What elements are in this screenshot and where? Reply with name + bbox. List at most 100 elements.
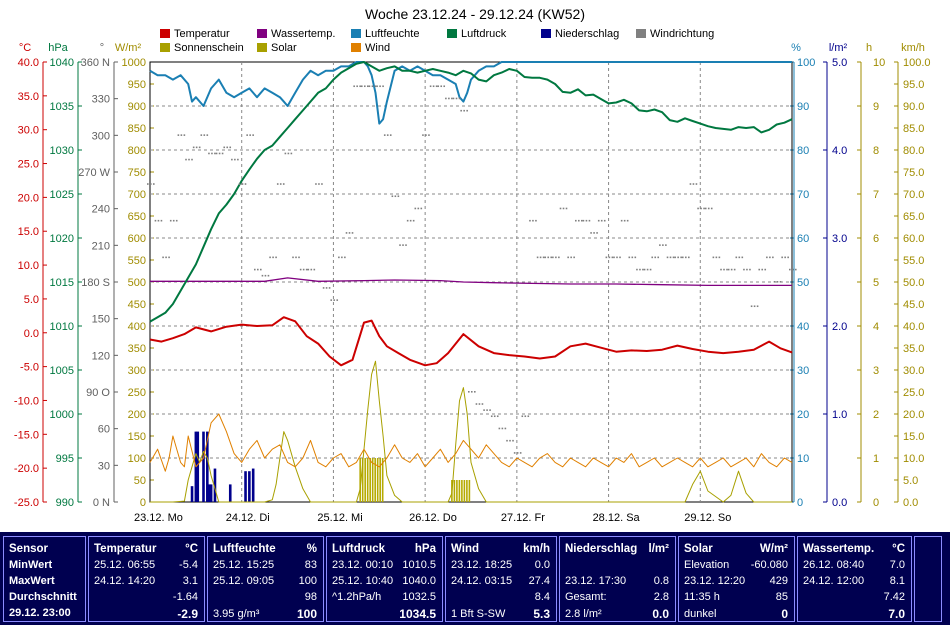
axis-tick-label-pressure: 1010 bbox=[50, 321, 74, 333]
water-temperature-title: Wassertemp. bbox=[803, 543, 875, 555]
axis-tick-label-wind: 70.0 bbox=[903, 189, 924, 201]
solar-state: dunkel bbox=[684, 608, 717, 620]
axis-tick-label-rain: 4.0 bbox=[832, 145, 847, 157]
humidity-title: Luftfeuchte bbox=[213, 543, 276, 555]
wind-direction-point bbox=[575, 219, 577, 222]
wind-direction-point bbox=[654, 256, 657, 259]
wind-direction-point bbox=[435, 85, 438, 88]
rain-bar bbox=[248, 471, 251, 502]
solar-max-time: 23.12. 12:20 bbox=[684, 575, 746, 587]
axis-tick-label-pressure: 1015 bbox=[50, 277, 74, 289]
wind-direction-point bbox=[218, 152, 221, 155]
wind-direction-point bbox=[229, 146, 232, 149]
wind-direction-point bbox=[565, 207, 568, 210]
wind-direction-point bbox=[292, 256, 294, 259]
wind-direction-point bbox=[310, 268, 313, 271]
axis-tick-label-wind: 35.0 bbox=[903, 343, 924, 355]
wind-direction-point bbox=[302, 268, 305, 271]
rain-bar bbox=[209, 484, 213, 502]
axis-tick-label-solar: 800 bbox=[128, 145, 146, 157]
axis-tick-label-rain: 5.0 bbox=[832, 57, 847, 69]
wind-direction-point bbox=[535, 219, 537, 222]
legend-label: Wind bbox=[365, 42, 390, 54]
axis-tick-label-pressure: 1020 bbox=[50, 233, 74, 245]
wind-direction-point bbox=[313, 268, 316, 271]
wind-direction-point bbox=[206, 134, 209, 136]
wind-direction-point bbox=[150, 183, 152, 185]
wind-direction-point bbox=[573, 256, 575, 259]
chart-grid bbox=[149, 61, 793, 503]
axis-tick-label-solar: 750 bbox=[128, 167, 146, 179]
water-temperature-min: 7.0 bbox=[889, 559, 905, 571]
axis-tick-label-hours: 6 bbox=[873, 233, 879, 245]
wind-direction-point bbox=[766, 256, 768, 259]
axis-tick-label-temp: 5.0 bbox=[24, 294, 39, 306]
wind-direction-point bbox=[211, 152, 213, 155]
wind-direction-point bbox=[328, 287, 331, 289]
rain-bar bbox=[244, 471, 247, 502]
wind-direction-point bbox=[322, 287, 325, 289]
pressure-min: 1010.5 bbox=[402, 559, 436, 571]
rain-bar bbox=[196, 431, 200, 502]
axis-tick-label-hours: 2 bbox=[873, 409, 879, 421]
axis-tick-label-humidity: 90 bbox=[797, 101, 809, 113]
axis-tick-label-direction: 300 bbox=[92, 130, 110, 142]
water-temperature-unit: °C bbox=[892, 543, 905, 555]
wind-direction-point bbox=[611, 256, 614, 259]
axis-tick-label-temp: 10.0 bbox=[18, 260, 39, 272]
water-temperature-max: 8.1 bbox=[889, 575, 905, 587]
wind-direction-point bbox=[623, 219, 626, 222]
axis-tick-label-solar: 1000 bbox=[122, 57, 146, 69]
wind-direction-point bbox=[781, 256, 783, 259]
axis-tick-label-wind: 15.0 bbox=[903, 431, 924, 443]
wind-direction-point bbox=[547, 256, 550, 259]
wind-direction-point bbox=[402, 244, 404, 246]
wind-direction-point bbox=[188, 158, 190, 161]
axis-tick-label-wind: 50.0 bbox=[903, 277, 924, 289]
legend-label: Solar bbox=[271, 42, 297, 54]
wind-direction-point bbox=[552, 256, 554, 259]
axis-tick-label-wind: 80.0 bbox=[903, 145, 924, 157]
axis-tick-label-solar: 150 bbox=[128, 431, 146, 443]
wind-direction-point bbox=[669, 256, 672, 259]
wind-direction-point bbox=[282, 183, 285, 185]
wind-direction-point bbox=[513, 452, 516, 454]
wind-direction-point bbox=[776, 281, 779, 283]
wind-direction-point bbox=[550, 256, 553, 259]
axis-tick-label-rain: 0.0 bbox=[832, 497, 847, 509]
wind-direction-point bbox=[501, 427, 504, 430]
rain-bar bbox=[190, 486, 194, 502]
axis-tick-label-hours: 0 bbox=[873, 497, 879, 509]
axis-tick-label-wind: 65.0 bbox=[903, 211, 924, 223]
axis-tick-label-solar: 700 bbox=[128, 189, 146, 201]
precipitation-title: Niederschlag bbox=[565, 543, 638, 555]
chart-legend: Temperatur Wassertemp. Luftfeuchte Luftdruc… bbox=[160, 28, 714, 54]
temperature-current: -2.9 bbox=[177, 607, 198, 621]
wind-direction-point bbox=[471, 391, 473, 393]
wind-direction-point bbox=[241, 183, 244, 185]
pressure-title: Luftdruck bbox=[332, 543, 386, 555]
axis-tick-label-solar: 550 bbox=[128, 255, 146, 267]
wind-beaufort: 1 Bft S-SW bbox=[451, 608, 506, 620]
wind-direction-point bbox=[203, 134, 206, 136]
solar-current: 0 bbox=[781, 607, 788, 621]
axis-tick-label-direction: 180 S bbox=[81, 277, 110, 289]
wind-direction-point bbox=[452, 97, 455, 100]
axis-tick-label-pressure: 995 bbox=[56, 453, 74, 465]
wind-direction-point bbox=[680, 256, 682, 259]
axis-tick-label-temp: 0.0 bbox=[24, 328, 39, 340]
wind-direction-point bbox=[605, 256, 608, 259]
wind-direction-point bbox=[315, 183, 317, 185]
wind-direction-point bbox=[344, 256, 346, 259]
legend-swatch bbox=[351, 29, 361, 38]
wind-direction-point bbox=[784, 256, 786, 259]
solar-sunshine-value: 85 bbox=[775, 591, 788, 603]
wind-direction-point bbox=[756, 305, 759, 308]
rain-bar bbox=[206, 431, 209, 502]
wind-direction-point bbox=[183, 134, 186, 136]
wind-direction-point bbox=[496, 415, 499, 418]
axis-tick-label-temp: 35.0 bbox=[18, 91, 39, 103]
row-max-label: MaxWert bbox=[9, 575, 55, 587]
sensor-title: Sensor bbox=[9, 543, 48, 555]
axis-tick-label-solar: 300 bbox=[128, 365, 146, 377]
